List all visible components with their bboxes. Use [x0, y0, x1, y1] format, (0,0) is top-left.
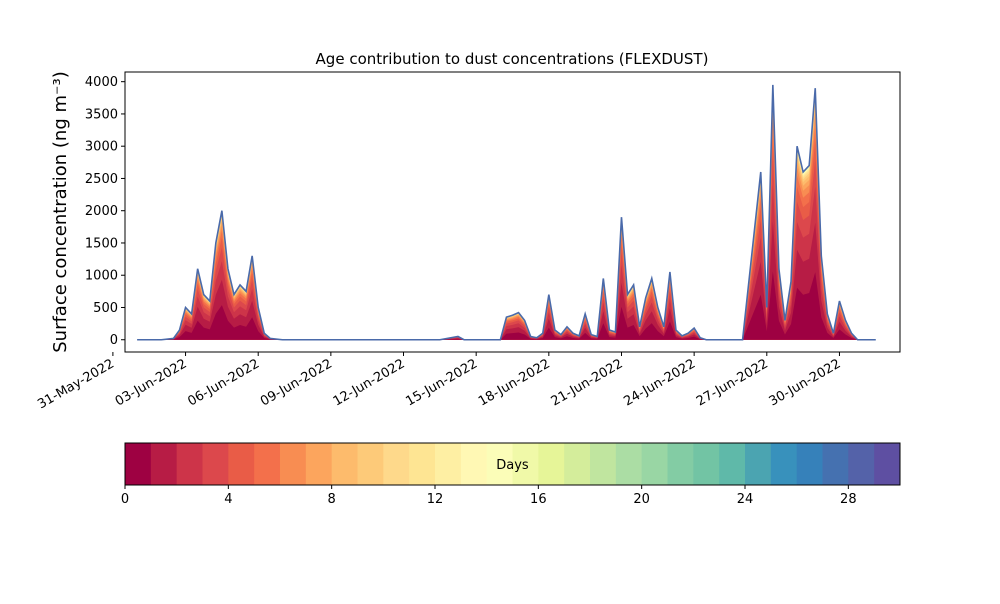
colorbar-segment	[822, 443, 849, 485]
colorbar-segment	[460, 443, 488, 485]
x-tick-label: 21-Jun-2022	[549, 356, 626, 409]
total-concentration-line	[137, 84, 876, 341]
colorbar-tick-label: 24	[737, 492, 754, 507]
total-line-layer	[137, 84, 876, 341]
x-tick-label: 18-Jun-2022	[476, 356, 553, 409]
x-axis-ticks: 31-May-202203-Jun-202206-Jun-202209-Jun-…	[35, 352, 843, 412]
colorbar-tick-label: 0	[121, 492, 129, 507]
plot-area-frame	[124, 71, 901, 353]
x-tick-label: 31-May-2022	[35, 356, 117, 412]
colorbar-segment	[409, 443, 436, 485]
colorbar-tick-label: 4	[224, 492, 232, 507]
colorbar-tick-label: 12	[427, 492, 444, 507]
colorbar-segment	[150, 443, 178, 485]
colorbar-segment	[615, 443, 643, 485]
colorbar-segment	[590, 443, 617, 485]
colorbar-tick-label: 8	[328, 492, 336, 507]
y-tick-label: 500	[93, 301, 118, 316]
x-tick-label: 06-Jun-2022	[185, 356, 262, 409]
y-tick-label: 4000	[85, 75, 118, 90]
colorbar-segment	[848, 443, 875, 485]
colorbar: Days 0 4 8 12 16 20 24 28	[121, 442, 901, 507]
colorbar-segment	[770, 443, 798, 485]
y-tick-label: 2000	[85, 204, 118, 219]
colorbar-segment	[280, 443, 307, 485]
x-tick-label: 12-Jun-2022	[331, 356, 408, 409]
colorbar-segment	[874, 443, 901, 485]
chart-title: Age contribution to dust concentrations …	[316, 50, 709, 68]
x-tick-label: 03-Jun-2022	[113, 356, 190, 409]
stacked-area-layers	[137, 84, 876, 340]
colorbar-segment	[719, 443, 746, 485]
colorbar-tick-label: 16	[530, 492, 547, 507]
colorbar-segment	[564, 443, 591, 485]
colorbar-segment	[486, 443, 513, 485]
colorbar-tick-label: 20	[633, 492, 650, 507]
colorbar-label: Days	[496, 458, 529, 473]
colorbar-segment	[305, 443, 333, 485]
y-tick-label: 1000	[85, 269, 118, 284]
colorbar-segment	[641, 443, 668, 485]
x-tick-label: 24-Jun-2022	[621, 356, 698, 409]
colorbar-segment	[254, 443, 281, 485]
colorbar-segment	[667, 443, 694, 485]
colorbar-segment	[512, 443, 539, 485]
y-tick-label: 3000	[85, 140, 118, 155]
y-tick-label: 1500	[85, 236, 118, 251]
colorbar-segment	[796, 443, 823, 485]
y-tick-label: 0	[110, 333, 118, 348]
colorbar-segment	[357, 443, 384, 485]
x-tick-label: 09-Jun-2022	[258, 356, 335, 409]
colorbar-segment	[538, 443, 565, 485]
colorbar-segment	[331, 443, 358, 485]
colorbar-segment	[435, 443, 462, 485]
colorbar-tick-label: 28	[840, 492, 857, 507]
colorbar-segment	[176, 443, 203, 485]
y-axis-label: Surface concentration (ng m⁻³)	[50, 71, 71, 353]
colorbar-segment	[228, 443, 255, 485]
x-tick-label: 15-Jun-2022	[403, 356, 480, 409]
colorbar-segment	[693, 443, 720, 485]
colorbar-frame	[124, 442, 901, 486]
age-layer-0	[137, 271, 876, 340]
colorbar-segment	[125, 443, 152, 485]
y-tick-label: 2500	[85, 172, 118, 187]
y-tick-label: 3500	[85, 107, 118, 122]
colorbar-segment	[202, 443, 229, 485]
x-tick-label: 27-Jun-2022	[694, 356, 771, 409]
colorbar-segment	[383, 443, 410, 485]
y-axis-ticks: 0 500 1000 1500 2000 2500 3000 3500 4000	[85, 75, 125, 348]
colorbar-segment	[745, 443, 772, 485]
x-tick-label: 30-Jun-2022	[767, 356, 844, 409]
